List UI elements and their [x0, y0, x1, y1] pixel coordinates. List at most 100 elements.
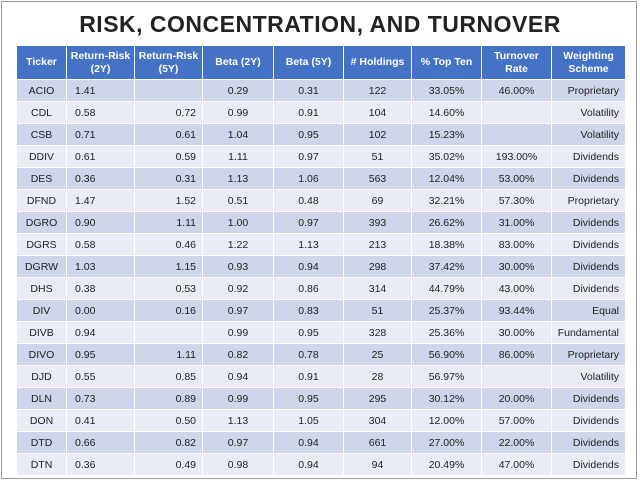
ticker-cell: DFND	[16, 189, 67, 212]
ticker-cell: DES	[16, 167, 67, 190]
beta-5y-cell: 0.78	[273, 343, 344, 366]
header-return-risk-5y: Return-Risk (5Y)	[134, 45, 203, 80]
holdings-cell: 295	[343, 387, 412, 410]
header-weighting-scheme: Weighting Scheme	[551, 45, 626, 80]
ticker-cell: DTD	[16, 431, 67, 454]
return-risk-2y-cell: 0.58	[66, 101, 135, 124]
top-ten-cell: 25.36%	[411, 321, 482, 344]
holdings-cell: 25	[343, 343, 412, 366]
table-row: DGRO 0.90 1.11 1.00 0.97 393 26.62% 31.00% Divid…	[16, 211, 626, 234]
table-row: DFND 1.47 1.52 0.51 0.48 69 32.21% 57.30% Propri…	[16, 189, 626, 212]
weighting-scheme-cell: Volatility	[551, 123, 626, 146]
beta-5y-cell: 0.86	[273, 277, 344, 300]
top-ten-cell: 44.79%	[411, 277, 482, 300]
header-beta-5y: Beta (5Y)	[273, 45, 344, 80]
holdings-cell: 104	[343, 101, 412, 124]
beta-5y-cell: 0.83	[273, 299, 344, 322]
top-ten-cell: 12.04%	[411, 167, 482, 190]
return-risk-5y-cell: 0.72	[134, 101, 203, 124]
return-risk-5y-cell: 0.50	[134, 409, 203, 432]
return-risk-5y-cell	[134, 79, 203, 102]
beta-5y-cell: 1.06	[273, 167, 344, 190]
return-risk-2y-cell: 1.03	[66, 255, 135, 278]
beta-2y-cell: 0.99	[202, 101, 274, 124]
return-risk-5y-cell: 1.11	[134, 211, 203, 234]
header-top-ten: % Top Ten	[411, 45, 482, 80]
beta-5y-cell: 0.91	[273, 365, 344, 388]
beta-2y-cell: 0.97	[202, 431, 274, 454]
header-holdings: # Holdings	[343, 45, 412, 80]
table-row: DES 0.36 0.31 1.13 1.06 563 12.04% 53.00% Divide…	[16, 167, 626, 190]
ticker-cell: DHS	[16, 277, 67, 300]
weighting-scheme-cell: Volatility	[551, 101, 626, 124]
return-risk-2y-cell: 0.55	[66, 365, 135, 388]
ticker-cell: DON	[16, 409, 67, 432]
top-ten-cell: 35.02%	[411, 145, 482, 168]
holdings-cell: 298	[343, 255, 412, 278]
beta-2y-cell: 1.04	[202, 123, 274, 146]
holdings-cell: 393	[343, 211, 412, 234]
return-risk-5y-cell: 1.52	[134, 189, 203, 212]
table-row: ACIO 1.41 0.29 0.31 122 33.05% 46.00% Proprieta…	[16, 79, 626, 102]
weighting-scheme-cell: Dividends	[551, 233, 626, 256]
table-row: DIVO 0.95 1.11 0.82 0.78 25 56.90% 86.00% Propri…	[16, 343, 626, 366]
turnover-rate-cell: 43.00%	[481, 277, 552, 300]
top-ten-cell: 32.21%	[411, 189, 482, 212]
beta-2y-cell: 0.97	[202, 299, 274, 322]
turnover-rate-cell	[481, 123, 552, 146]
weighting-scheme-cell: Dividends	[551, 387, 626, 410]
beta-5y-cell: 0.91	[273, 101, 344, 124]
top-ten-cell: 30.12%	[411, 387, 482, 410]
header-beta-2y: Beta (2Y)	[202, 45, 274, 80]
weighting-scheme-cell: Proprietary	[551, 189, 626, 212]
turnover-rate-cell	[481, 365, 552, 388]
table-row: DJD 0.55 0.85 0.94 0.91 28 56.97% Volatility	[16, 365, 626, 388]
holdings-cell: 122	[343, 79, 412, 102]
ticker-cell: CSB	[16, 123, 67, 146]
table-body: ACIO 1.41 0.29 0.31 122 33.05% 46.00% Proprieta…	[16, 79, 626, 476]
weighting-scheme-cell: Dividends	[551, 277, 626, 300]
table-row: DTD 0.66 0.82 0.97 0.94 661 27.00% 22.00% Divide…	[16, 431, 626, 454]
return-risk-5y-cell: 0.31	[134, 167, 203, 190]
beta-2y-cell: 0.98	[202, 453, 274, 476]
header-turnover-rate: Turnover Rate	[481, 45, 552, 80]
beta-2y-cell: 1.13	[202, 409, 274, 432]
weighting-scheme-cell: Dividends	[551, 145, 626, 168]
ticker-cell: DGRW	[16, 255, 67, 278]
return-risk-2y-cell: 0.73	[66, 387, 135, 410]
top-ten-cell: 37.42%	[411, 255, 482, 278]
ticker-cell: DLN	[16, 387, 67, 410]
ticker-cell: DTN	[16, 453, 67, 476]
ticker-cell: DIVO	[16, 343, 67, 366]
turnover-rate-cell: 22.00%	[481, 431, 552, 454]
top-ten-cell: 56.97%	[411, 365, 482, 388]
beta-5y-cell: 0.94	[273, 453, 344, 476]
beta-2y-cell: 0.51	[202, 189, 274, 212]
return-risk-5y-cell: 0.85	[134, 365, 203, 388]
turnover-rate-cell: 86.00%	[481, 343, 552, 366]
return-risk-2y-cell: 0.36	[66, 167, 135, 190]
table-row: DIVB 0.94 0.99 0.95 328 25.36% 30.00% Fundament…	[16, 321, 626, 344]
holdings-cell: 661	[343, 431, 412, 454]
ticker-cell: DDIV	[16, 145, 67, 168]
beta-2y-cell: 0.93	[202, 255, 274, 278]
return-risk-2y-cell: 0.36	[66, 453, 135, 476]
ticker-cell: DGRO	[16, 211, 67, 234]
holdings-cell: 314	[343, 277, 412, 300]
ticker-cell: ACIO	[16, 79, 67, 102]
beta-2y-cell: 0.92	[202, 277, 274, 300]
return-risk-2y-cell: 1.41	[66, 79, 135, 102]
page-title: RISK, CONCENTRATION, AND TURNOVER	[79, 11, 561, 37]
beta-5y-cell: 0.97	[273, 211, 344, 234]
return-risk-2y-cell: 0.90	[66, 211, 135, 234]
return-risk-5y-cell: 0.16	[134, 299, 203, 322]
return-risk-2y-cell: 0.71	[66, 123, 135, 146]
beta-2y-cell: 1.13	[202, 167, 274, 190]
return-risk-2y-cell: 0.66	[66, 431, 135, 454]
beta-2y-cell: 0.99	[202, 387, 274, 410]
beta-5y-cell: 0.95	[273, 321, 344, 344]
table-row: DON 0.41 0.50 1.13 1.05 304 12.00% 57.00% Divide…	[16, 409, 626, 432]
return-risk-2y-cell: 0.94	[66, 321, 135, 344]
beta-2y-cell: 0.29	[202, 79, 274, 102]
table-row: CDL 0.58 0.72 0.99 0.91 104 14.60% Volatility	[16, 101, 626, 124]
